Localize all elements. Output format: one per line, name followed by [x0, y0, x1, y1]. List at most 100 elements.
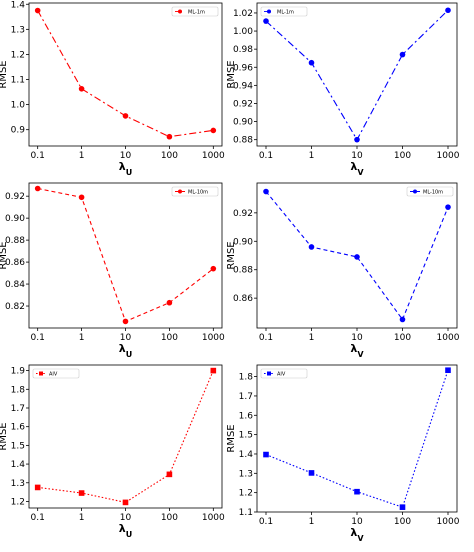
x-axis-label-subscript: U: [126, 530, 133, 539]
legend: ML-10m: [171, 186, 219, 197]
x-axis-label-subscript: V: [357, 168, 364, 177]
x-axis-label-symbol: λ: [119, 342, 126, 355]
x-tick-label: 0.1: [259, 151, 273, 161]
x-axis-label-subscript: U: [126, 350, 133, 359]
x-tick-label: 10: [120, 333, 132, 343]
data-point: [445, 7, 451, 14]
chart-panel-4: 0.86 0.88 0.90 0.92 0.1 1 10 100 1000 RMSE λV ML-10…: [226, 182, 460, 359]
legend-box: [171, 6, 219, 17]
data-point: [445, 204, 451, 210]
y-tick-label: 1.4: [11, 460, 26, 470]
legend-label: ML-1m: [188, 9, 205, 15]
y-tick-label: 0.94: [233, 81, 253, 91]
legend-marker: [178, 9, 182, 14]
data-point: [399, 316, 406, 323]
data-point: [122, 499, 129, 506]
x-tick-label: 1: [79, 513, 85, 523]
legend-box: [171, 186, 219, 197]
y-tick-label: 1.2: [11, 50, 25, 60]
legend-marker: [178, 189, 182, 194]
y-axis-label: RMSE: [226, 60, 237, 88]
data-point: [263, 188, 269, 195]
legend: ML-10m: [406, 186, 454, 197]
x-tick-label: 100: [161, 151, 178, 161]
y-tick-label: 1.02: [233, 9, 253, 19]
data-point: [166, 471, 173, 478]
data-point: [263, 451, 269, 458]
y-tick-label: 0.9: [11, 126, 26, 136]
y-tick-label: 1.6: [11, 423, 26, 433]
data-point: [34, 7, 41, 14]
y-tick-label: 0.90: [233, 237, 253, 247]
legend: AIV: [260, 368, 308, 379]
legend-box: [406, 186, 454, 197]
x-tick-label: 10: [351, 517, 363, 527]
y-tick-label: 1.5: [239, 431, 253, 441]
y-axis-label: RMSE: [0, 241, 9, 269]
data-point: [399, 51, 406, 58]
x-axis-label: λV: [350, 160, 364, 177]
y-tick-label: 1.3: [11, 479, 25, 489]
data-point: [34, 185, 41, 192]
legend: ML-1m: [260, 6, 308, 17]
x-axis-label: λU: [119, 342, 132, 359]
chart-panel-2: 0.88 0.90 0.92 0.94 0.96 0.98 1.00 1.02 0.1 1 10 10…: [226, 2, 460, 177]
x-axis-label-symbol: λ: [350, 160, 357, 173]
x-tick-label: 0.1: [259, 333, 273, 343]
y-tick-label: 0.90: [5, 214, 25, 224]
data-point: [399, 504, 406, 510]
x-tick-label: 100: [161, 513, 178, 523]
x-tick-label: 1000: [437, 333, 460, 343]
data-point: [166, 299, 173, 306]
y-tick-label: 1.0: [11, 101, 26, 111]
legend-marker: [39, 371, 43, 376]
data-point: [34, 484, 41, 491]
x-tick-label: 100: [394, 151, 411, 161]
legend-box: [260, 368, 308, 379]
y-tick-label: 1.2: [239, 489, 253, 499]
y-tick-label: 1.4: [239, 450, 254, 460]
data-point: [210, 127, 217, 134]
x-axis-label: λU: [119, 522, 132, 539]
y-tick-label: 0.86: [5, 258, 25, 268]
x-tick-label: 1000: [202, 513, 225, 523]
x-tick-label: 10: [120, 151, 132, 161]
x-axis-label-symbol: λ: [119, 522, 126, 535]
chart-panel-6: 1.1 1.2 1.3 1.4 1.5 1.6 1.7 1.8 0.1 1 10 100 1000 RMS…: [226, 364, 460, 543]
y-tick-label: 0.96: [233, 63, 253, 73]
x-tick-label: 100: [161, 333, 178, 343]
data-point: [354, 488, 360, 495]
y-tick-label: 0.88: [5, 236, 25, 246]
y-tick-label: 1.6: [239, 411, 254, 421]
legend-box: [260, 6, 308, 17]
x-tick-label: 0.1: [259, 517, 273, 527]
x-tick-label: 10: [351, 151, 363, 161]
data-point: [210, 367, 217, 374]
plot-frame: [256, 2, 458, 147]
x-tick-label: 1: [79, 333, 85, 343]
data-point: [263, 18, 269, 24]
y-tick-label: 1.1: [11, 76, 25, 86]
data-point: [210, 265, 217, 272]
data-point: [445, 367, 451, 374]
y-axis-label: RMSE: [226, 241, 237, 269]
y-tick-label: 1.1: [239, 508, 253, 518]
y-tick-label: 1.2: [11, 497, 25, 507]
y-tick-label: 1.7: [11, 404, 25, 414]
legend-label: AIV: [49, 371, 58, 377]
y-tick-label: 1.5: [11, 441, 25, 451]
y-tick-label: 1.8: [11, 385, 26, 395]
y-tick-label: 1.7: [239, 392, 253, 402]
x-axis-label-symbol: λ: [119, 160, 126, 173]
series-line: [37, 370, 214, 503]
y-tick-label: 0.92: [5, 192, 25, 202]
data-point: [308, 470, 315, 476]
x-axis-label-subscript: V: [357, 350, 364, 359]
y-axis-label: RMSE: [0, 422, 9, 450]
legend-marker: [267, 371, 271, 376]
series-line: [37, 187, 214, 323]
y-tick-label: 1.8: [239, 373, 254, 383]
data-point: [308, 59, 315, 66]
x-tick-label: 10: [120, 513, 132, 523]
